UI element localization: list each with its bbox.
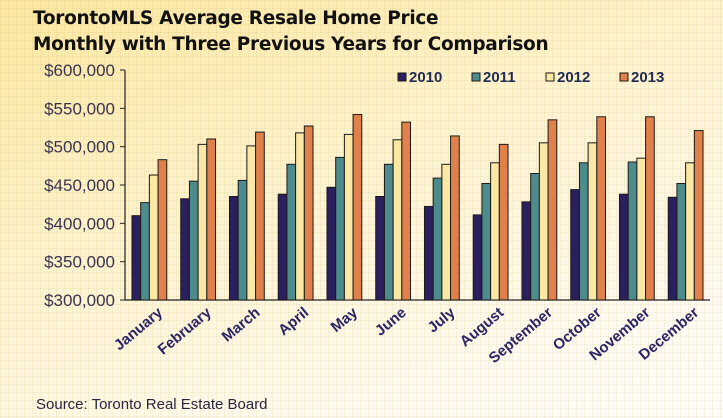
bar-2011-july — [432, 177, 443, 301]
bar-2013-december — [693, 130, 704, 301]
bar-2013-october — [596, 116, 607, 301]
bar-2011-april — [286, 163, 297, 301]
bar-2012-january — [148, 174, 159, 301]
bar-2011-november — [627, 161, 638, 301]
bar-2011-march — [237, 179, 248, 301]
bar-2010-july — [423, 205, 434, 301]
bar-2012-september — [538, 142, 549, 301]
x-tick-label: July — [425, 304, 459, 337]
bar-2013-august — [498, 143, 509, 301]
y-tick-label: $350,000 — [44, 253, 115, 272]
bar-2013-june — [401, 121, 412, 301]
bar-2013-april — [303, 125, 314, 301]
bar-2011-september — [530, 173, 540, 301]
legend-swatch-2012 — [545, 72, 555, 82]
bar-2012-march — [246, 145, 257, 301]
y-tick-label: $400,000 — [44, 214, 115, 233]
bar-2013-september — [547, 119, 558, 301]
bar-2010-august — [472, 214, 483, 301]
y-tick-label: $600,000 — [44, 61, 115, 80]
y-tick-label: $550,000 — [44, 99, 115, 118]
bar-2013-february — [206, 138, 217, 301]
bar-2010-june — [375, 196, 385, 301]
legend-swatch-2010 — [397, 72, 407, 82]
x-tick-label: March — [219, 304, 264, 345]
x-tick-label: May — [328, 304, 362, 336]
bar-2010-april — [277, 193, 288, 301]
subtitle-line: Monthly with Three Previous Years for Co… — [33, 34, 549, 55]
bar-2012-february — [197, 143, 208, 301]
bar-2012-july — [441, 163, 452, 301]
bar-2011-august — [481, 182, 492, 301]
bar-2011-january — [140, 202, 150, 301]
bar-2011-june — [383, 163, 394, 301]
legend-label: 2010 — [409, 69, 442, 86]
bar-2010-february — [180, 198, 190, 301]
bar-2012-december — [685, 162, 695, 301]
title-line: TorontoMLS Average Resale Home Price — [33, 8, 439, 29]
bar-2011-october — [578, 162, 589, 301]
bar-2010-october — [570, 189, 580, 301]
bar-2010-december — [667, 196, 678, 301]
bar-2010-january — [131, 215, 142, 301]
bar-2013-july — [450, 135, 460, 301]
source-note: Source: Toronto Real Estate Board — [36, 396, 268, 413]
legend-swatch-2011 — [471, 72, 481, 82]
bar-2012-august — [490, 162, 500, 301]
x-tick-label: June — [372, 304, 410, 340]
bar-2011-december — [676, 182, 687, 301]
bar-2011-february — [188, 180, 199, 301]
chart-title: TorontoMLS Average Resale Home Price Mon… — [33, 6, 549, 58]
legend-label: 2012 — [557, 69, 590, 86]
y-tick-label: $500,000 — [44, 138, 115, 157]
bar-2010-march — [228, 196, 239, 301]
legend-swatch-2013 — [619, 72, 629, 82]
y-tick-label: $300,000 — [44, 291, 115, 310]
bar-2011-may — [335, 156, 345, 301]
bar-2012-october — [587, 142, 598, 301]
bar-2012-may — [343, 133, 354, 301]
legend-label: 2013 — [631, 69, 664, 86]
x-tick-label: April — [275, 304, 312, 339]
bar-2012-june — [392, 139, 403, 301]
bar-2013-march — [255, 131, 265, 301]
bar-2013-may — [352, 113, 363, 301]
bar-2010-may — [326, 186, 337, 301]
x-tick-label: February — [155, 304, 216, 359]
bar-2013-november — [645, 116, 655, 301]
bar-2012-april — [295, 132, 305, 301]
legend-label: 2011 — [483, 69, 516, 86]
bar-2010-november — [618, 193, 629, 301]
bar-2010-september — [521, 201, 532, 301]
y-tick-label: $450,000 — [44, 176, 115, 195]
bar-2012-november — [636, 157, 647, 301]
bar-2013-january — [157, 159, 168, 301]
